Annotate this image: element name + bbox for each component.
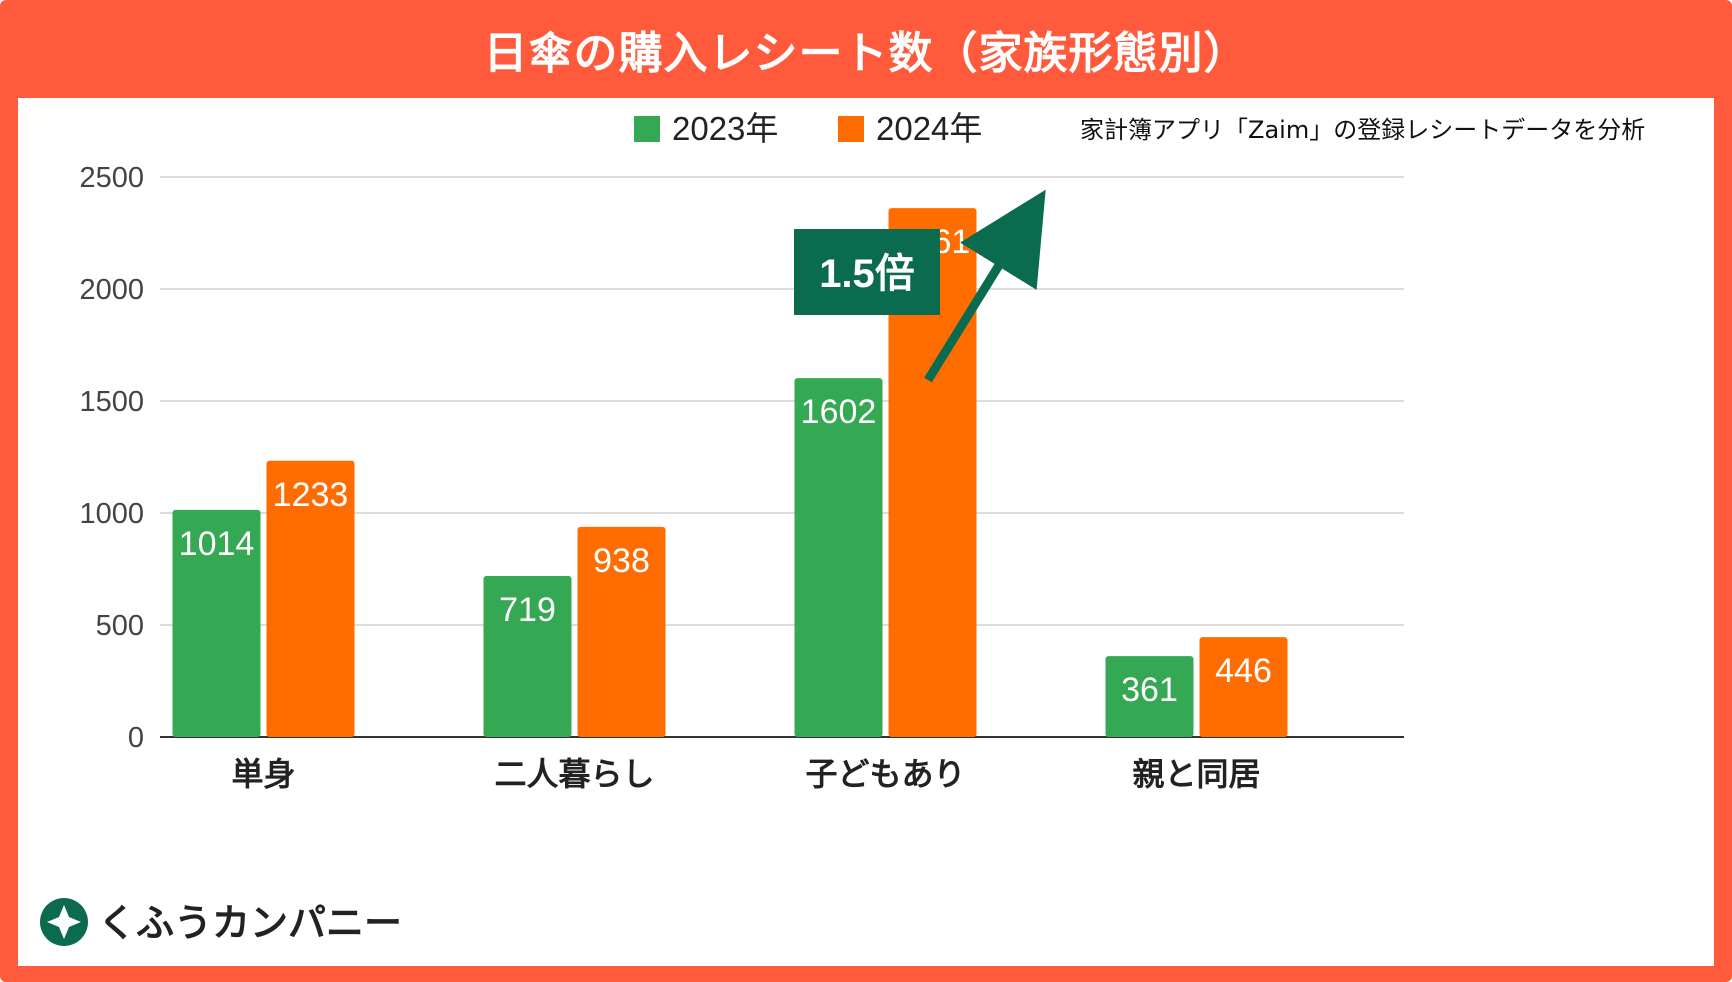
bar-2023 bbox=[794, 378, 883, 737]
chart-panel: 0 500 1000 1500 2000 2500 1014 1233 単身 719 938 二人暮ら… bbox=[18, 98, 1714, 966]
legend-label-2023: 2023年 bbox=[672, 110, 778, 147]
gridlines bbox=[160, 176, 1404, 738]
legend: 2023年 2024年 bbox=[634, 110, 982, 147]
bar-data-label: 1233 bbox=[273, 476, 349, 514]
bar-data-label: 1602 bbox=[801, 393, 877, 431]
legend-swatch-2024 bbox=[838, 116, 864, 142]
y-tick-label: 2500 bbox=[79, 162, 144, 194]
bar-data-label: 938 bbox=[593, 542, 650, 580]
y-tick-label: 500 bbox=[96, 610, 144, 642]
source-note: 家計簿アプリ「Zaim」の登録レシートデータを分析 bbox=[1080, 116, 1645, 144]
growth-arrow bbox=[924, 189, 1046, 383]
bar-2024 bbox=[577, 526, 666, 737]
title-bar: 日傘の購入レシート数（家族形態別） bbox=[0, 0, 1732, 98]
callout-label: 1.5倍 bbox=[819, 252, 915, 296]
y-tick-label: 0 bbox=[128, 722, 144, 754]
bar-data-label: 446 bbox=[1215, 652, 1272, 690]
category-label: 親と同居 bbox=[1132, 755, 1260, 793]
y-tick-label: 1500 bbox=[79, 386, 144, 418]
category-label: 子どもあり bbox=[805, 755, 965, 793]
company-logo: くふうカンパニー bbox=[40, 898, 402, 946]
bars bbox=[172, 208, 1288, 738]
logo-text: くふうカンパニー bbox=[98, 901, 402, 945]
bar-2024 bbox=[266, 460, 355, 737]
bar-data-label: 1014 bbox=[179, 525, 255, 563]
chart-title: 日傘の購入レシート数（家族形態別） bbox=[483, 28, 1249, 79]
bar-2023 bbox=[483, 575, 572, 737]
y-tick-label: 1000 bbox=[79, 498, 144, 530]
bar-chart: 0 500 1000 1500 2000 2500 1014 1233 単身 719 938 二人暮ら… bbox=[40, 110, 1645, 946]
y-tick-label: 2000 bbox=[79, 274, 144, 306]
callout-box bbox=[794, 229, 940, 315]
legend-label-2024: 2024年 bbox=[876, 110, 982, 147]
bar-data-label: 361 bbox=[1121, 671, 1178, 709]
category-label: 二人暮らし bbox=[494, 755, 654, 793]
bar-2023 bbox=[1105, 656, 1194, 737]
bar-2023 bbox=[172, 509, 261, 737]
kufu-logo-icon bbox=[40, 898, 88, 946]
bar-2024 bbox=[1199, 637, 1288, 737]
labels: 0 500 1000 1500 2000 2500 1014 1233 単身 719 938 二人暮ら… bbox=[79, 162, 1271, 793]
bar-data-label: 719 bbox=[499, 591, 556, 629]
growth-callout: 1.5倍 bbox=[794, 189, 1046, 383]
legend-swatch-2023 bbox=[634, 116, 660, 142]
category-label: 単身 bbox=[231, 755, 295, 793]
